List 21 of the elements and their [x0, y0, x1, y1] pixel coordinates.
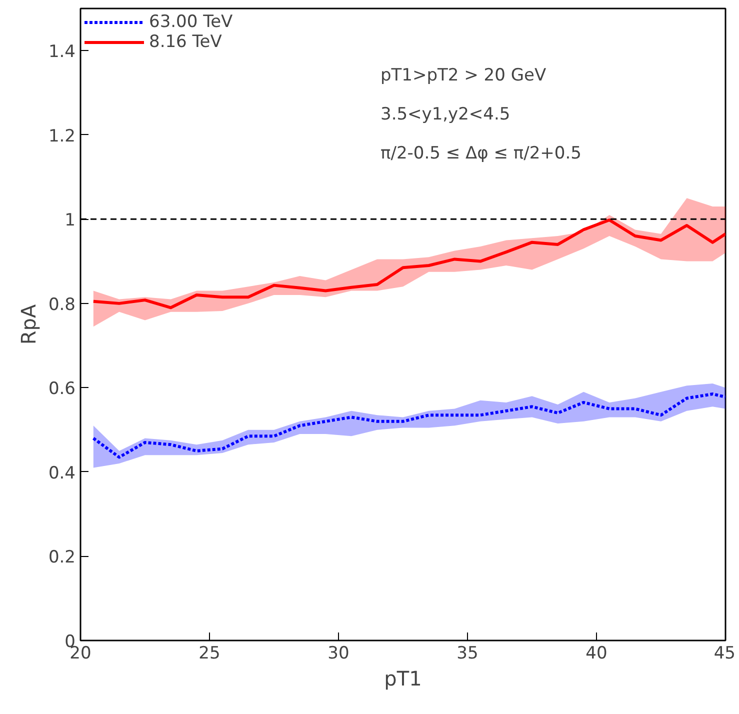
y-axis-title: RpA: [16, 304, 40, 345]
y-tick-label: 1.4: [48, 42, 76, 62]
line-series: [92, 392, 726, 459]
x-tick-label: 45: [714, 644, 736, 664]
y-tick-label: 1: [64, 210, 76, 231]
y-tick-label: 0.8: [48, 294, 76, 315]
y-tick-label: 0.6: [48, 379, 76, 400]
legend-label: 8.16 TeV: [149, 32, 222, 52]
annotation: pT1>pT2 > 20 GeV: [380, 66, 546, 86]
y-tick-label: 0.4: [48, 463, 76, 484]
x-axis-title: pT1: [384, 666, 422, 690]
y-tick-label: 0.2: [48, 548, 76, 568]
legend-label: 63.00 TeV: [149, 12, 233, 32]
y-tick-label: 1.2: [48, 126, 76, 146]
line-series: [92, 218, 726, 310]
annotation: 3.5<y1,y2<4.5: [380, 104, 510, 124]
x-tick-label: 40: [586, 644, 608, 664]
x-tick-label: 25: [198, 644, 220, 664]
annotation: π/2-0.5 ≤ Δφ ≤ π/2+0.5: [380, 144, 582, 164]
x-tick-label: 35: [456, 644, 478, 664]
x-tick-label: 30: [328, 644, 350, 664]
